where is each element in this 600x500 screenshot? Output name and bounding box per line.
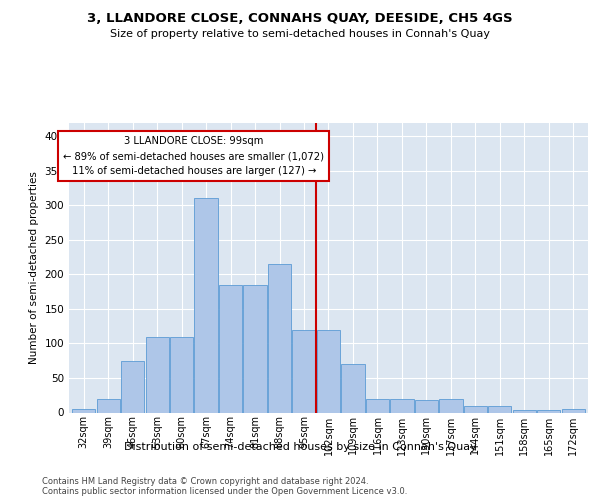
Bar xyxy=(317,330,340,412)
Bar xyxy=(97,398,120,412)
Text: 3 LLANDORE CLOSE: 99sqm
← 89% of semi-detached houses are smaller (1,072)
11% of: 3 LLANDORE CLOSE: 99sqm ← 89% of semi-de… xyxy=(64,136,325,176)
Bar xyxy=(341,364,365,412)
Bar xyxy=(268,264,291,412)
Bar xyxy=(464,406,487,412)
Text: Size of property relative to semi-detached houses in Connah's Quay: Size of property relative to semi-detach… xyxy=(110,29,490,39)
Bar xyxy=(391,398,413,412)
Bar xyxy=(72,409,95,412)
Bar xyxy=(562,409,585,412)
Bar xyxy=(488,406,511,412)
Bar xyxy=(439,398,463,412)
Bar xyxy=(415,400,438,412)
Bar xyxy=(194,198,218,412)
Bar xyxy=(219,285,242,412)
Bar xyxy=(170,336,193,412)
Bar xyxy=(146,336,169,412)
Bar xyxy=(244,285,266,412)
Y-axis label: Number of semi-detached properties: Number of semi-detached properties xyxy=(29,171,39,364)
Bar xyxy=(292,330,316,412)
Bar xyxy=(513,410,536,412)
Bar xyxy=(366,398,389,412)
Bar xyxy=(537,410,560,412)
Text: Distribution of semi-detached houses by size in Connah's Quay: Distribution of semi-detached houses by … xyxy=(124,442,476,452)
Text: 3, LLANDORE CLOSE, CONNAHS QUAY, DEESIDE, CH5 4GS: 3, LLANDORE CLOSE, CONNAHS QUAY, DEESIDE… xyxy=(87,12,513,26)
Text: Contains public sector information licensed under the Open Government Licence v3: Contains public sector information licen… xyxy=(42,488,407,496)
Bar xyxy=(121,360,144,412)
Text: Contains HM Land Registry data © Crown copyright and database right 2024.: Contains HM Land Registry data © Crown c… xyxy=(42,478,368,486)
